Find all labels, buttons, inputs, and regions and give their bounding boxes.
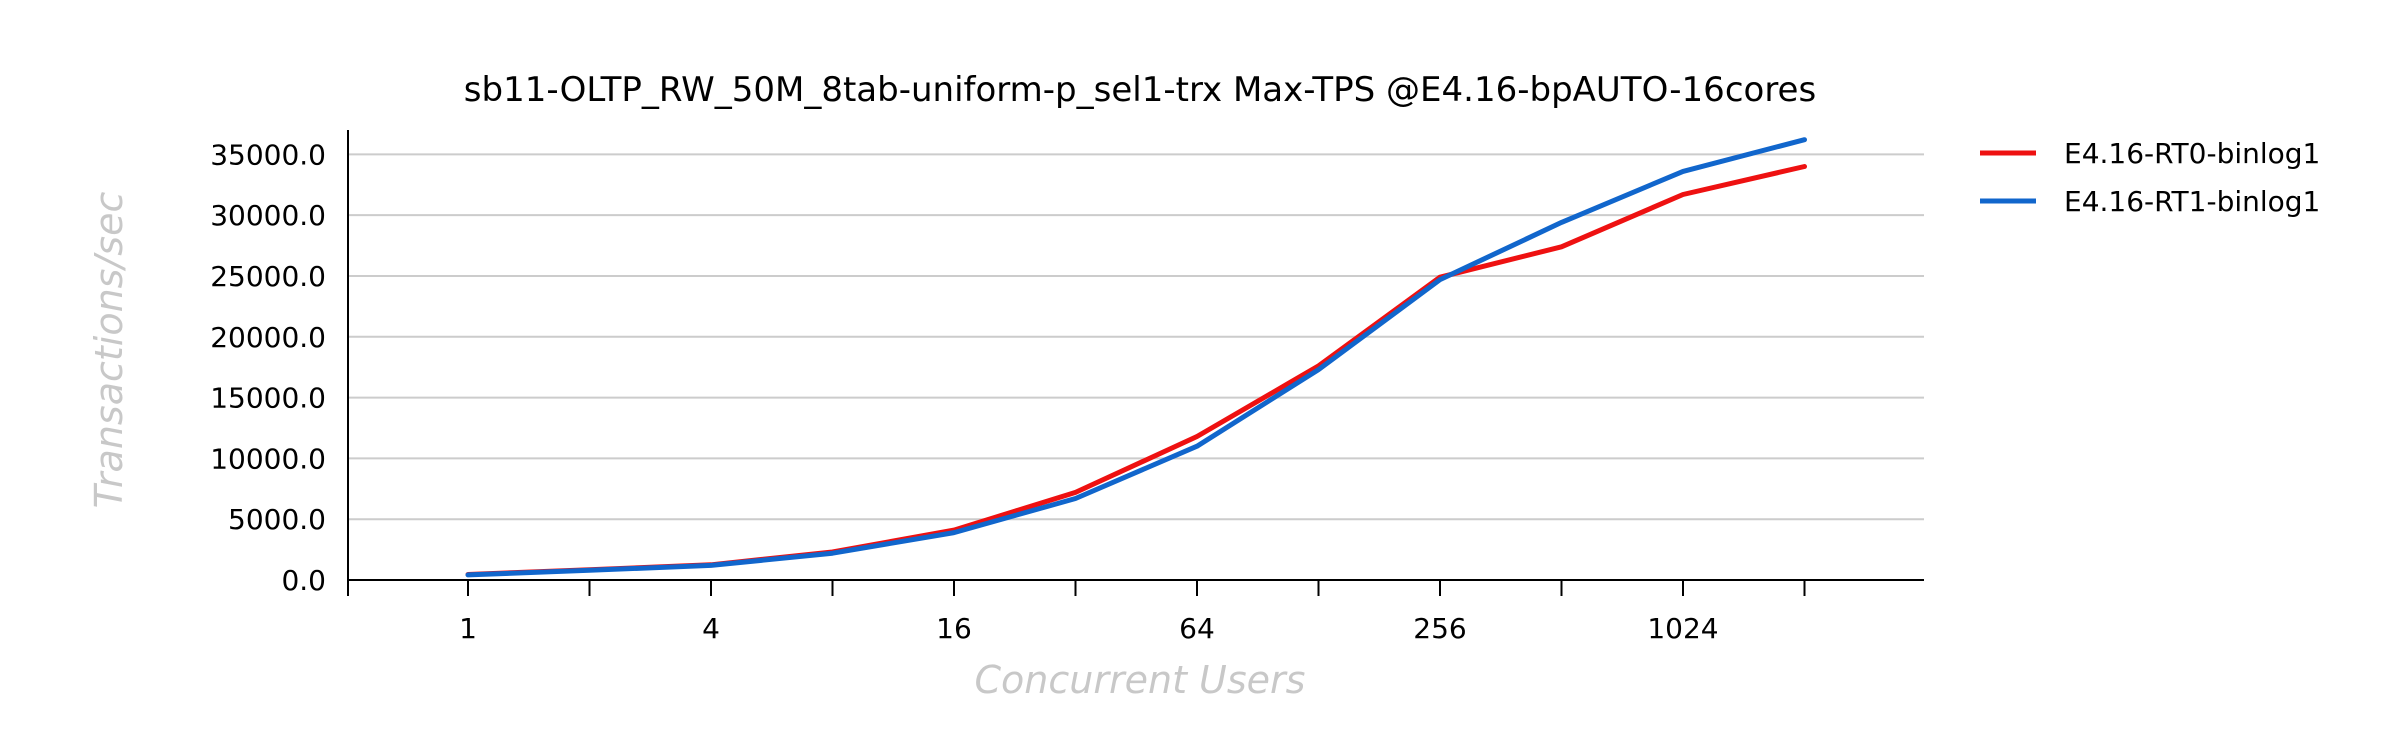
gridlines [348, 153, 1924, 521]
y-tick-label: 5000.0 [228, 503, 326, 536]
legend-label: E4.16-RT0-binlog1 [2064, 137, 2320, 170]
x-tick-label: 16 [936, 612, 972, 645]
axes [347, 130, 1924, 596]
series-line-2 [465, 137, 1807, 578]
x-tick-label: 1 [459, 612, 477, 645]
y-tick-labels: 0.0 5000.0 10000.0 15000.0 20000.0 25000.0 300… [210, 138, 326, 597]
y-tick-label: 25000.0 [210, 260, 326, 293]
series-line-1 [465, 164, 1807, 577]
y-tick-label: 30000.0 [210, 199, 326, 232]
chart-title: sb11-OLTP_RW_50M_8tab-uniform-p_sel1-trx… [464, 70, 1816, 110]
y-tick-label: 35000.0 [210, 138, 326, 171]
y-tick-label: 0.0 [281, 564, 326, 597]
x-tick-label: 4 [702, 612, 720, 645]
y-axis-title: Transactions/sec [87, 192, 131, 509]
y-tick-label: 20000.0 [210, 321, 326, 354]
x-tick-label: 1024 [1647, 612, 1718, 645]
data-series [465, 137, 1807, 578]
legend: E4.16-RT0-binlog1 E4.16-RT1-binlog1 [1980, 137, 2320, 218]
legend-label: E4.16-RT1-binlog1 [2064, 185, 2320, 218]
x-tick-label: 256 [1413, 612, 1466, 645]
x-axis-title: Concurrent Users [975, 658, 1306, 702]
x-tick-labels: 1 4 16 64 256 1024 [459, 612, 1719, 645]
y-tick-label: 10000.0 [210, 442, 326, 475]
y-tick-label: 15000.0 [210, 382, 326, 415]
x-tick-label: 64 [1179, 612, 1215, 645]
